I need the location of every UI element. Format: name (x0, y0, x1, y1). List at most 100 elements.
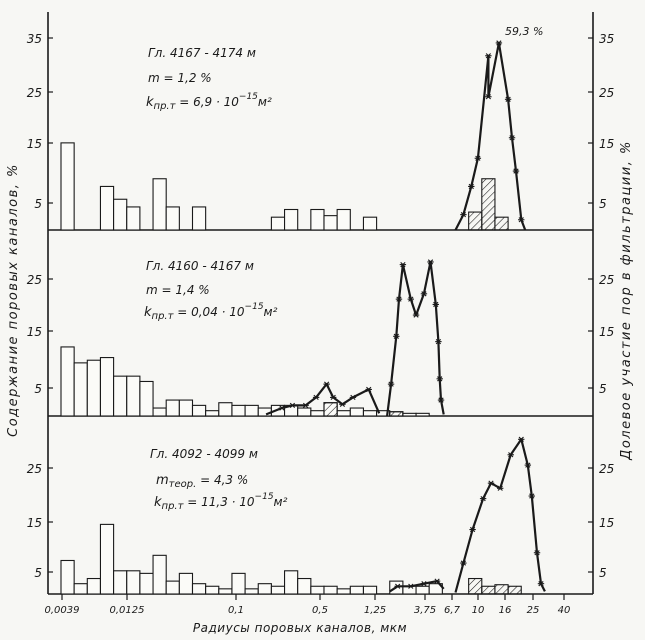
panel-1-curve-point (518, 217, 525, 223)
panel-1-bar (362, 216, 378, 231)
panel-3-hatched-bar (468, 577, 483, 595)
x-tick-label: 0,0039 (45, 605, 80, 616)
panel-3-porosity-sub: теор. (169, 479, 197, 490)
panel-1-right-tick-label: 25 (599, 86, 614, 100)
panel-3-bar (99, 523, 115, 595)
panel-2-perm-symbol: k (144, 305, 152, 320)
x-tick-label: 6,7 (444, 605, 461, 616)
panel-2-hatched-bar (389, 411, 404, 417)
panel-3-bar (244, 588, 259, 595)
panel-2-bar (415, 412, 430, 417)
panel-1-peak-label: 59,3 % (505, 25, 543, 38)
panel-1-permeability: kпр.т = 6,9 · 10−15м² (146, 92, 272, 112)
panel-2-bar (60, 346, 75, 417)
panel-3-depth: Гл. 4092 - 4099 м (150, 447, 258, 461)
panel-2-curve-point (407, 296, 414, 302)
panel-2-right-tick-label: 25 (599, 273, 614, 287)
panel-2-curve-point (399, 261, 407, 268)
panel-3-perm-unit: м² (274, 495, 288, 509)
panel-2-bar (165, 399, 180, 417)
panel-3-bar (310, 585, 325, 595)
panel-3-perm-value: = 11,3 · 10 (183, 495, 254, 509)
x-tick-label: 25 (527, 605, 540, 616)
panel-3-bar (231, 572, 246, 595)
panel-2-bar (336, 410, 351, 417)
panel-1-bar (165, 206, 180, 231)
panel-1-right-tick-label: 5 (599, 197, 607, 211)
panel-3-bar (73, 583, 88, 595)
panel-3-bar (349, 585, 364, 595)
panel-1-curve-point (504, 96, 512, 102)
panel-3-bar (415, 585, 430, 595)
panel-1-bar (152, 178, 167, 231)
panel-2-bar (99, 357, 115, 417)
panel-3-bar (113, 570, 128, 595)
panel-3-bar (165, 580, 180, 595)
panel-2-bar (191, 404, 207, 417)
panel-1-perm-value: = 6,9 · 10 (175, 95, 239, 109)
panel-3-bar (323, 585, 338, 595)
panel-3-bar (152, 554, 167, 595)
x-tick-label: 1,25 (364, 605, 386, 616)
panel-3-bar (205, 585, 220, 595)
panel-3-curve-point (497, 485, 504, 491)
panel-1-perm-unit: м² (258, 95, 272, 109)
panel-2-bar (126, 375, 141, 417)
panel-3-curve-point (420, 581, 428, 587)
panel-1-bar (60, 142, 75, 231)
panel-1-bar (270, 216, 286, 231)
right-y-axis-label: Долевое участие пор в фильтрации, % (619, 140, 634, 461)
panel-1-perm-sub: пр.т (154, 101, 177, 112)
panel-3-right-tick-label: 15 (599, 516, 614, 530)
panel-2-curve-point (330, 394, 337, 401)
panel-3-bar (191, 583, 207, 595)
panel-3-bar (178, 572, 194, 595)
panel-3-curve-point (507, 452, 514, 458)
panel-3-curve-point (528, 493, 535, 499)
panel-3-right-tick-label: 5 (599, 566, 607, 580)
panel-1-curve-point (485, 53, 492, 59)
panel-2-bar (86, 359, 102, 417)
left-y-axis-label: Содержание поровых каналов, % (6, 163, 21, 437)
x-tick-label: 0,1 (228, 605, 244, 616)
panel-3-curve-point (518, 436, 525, 442)
panel-3-bar (283, 570, 299, 595)
panel-2-curve-point (412, 312, 420, 318)
panel-3-hatched-bar (481, 585, 496, 595)
panel-1-bar (191, 206, 207, 231)
panel-2-bar (205, 410, 220, 417)
panel-2-bar (139, 380, 154, 417)
panel-3-perm-exp: −15 (255, 492, 274, 502)
panel-1-curve-point (474, 155, 482, 161)
panel-3-curve-point (460, 560, 467, 566)
panel-1-bar (113, 198, 128, 231)
panel-3-hatched-bar (494, 584, 509, 595)
panel-2-bar (113, 375, 128, 417)
panel-1-hatched-bar (468, 211, 483, 231)
panel-1-curve-point (460, 211, 467, 218)
panel-2-bar (402, 412, 417, 417)
panel-2-left-tick-label: 5 (34, 382, 42, 396)
panel-1-filtration-curve (454, 41, 527, 231)
panel-1-curve-point (512, 168, 520, 174)
panel-2-bar (362, 410, 378, 417)
panel-3-curve-point (479, 495, 487, 502)
panel-3-curve-point (407, 583, 414, 589)
x-tick-label: 40 (558, 605, 571, 616)
panel-1-bar (310, 208, 325, 231)
x-tick-label: 0,0125 (110, 605, 145, 616)
panel-2-bar (178, 399, 194, 417)
panel-3-left-tick-label: 25 (27, 462, 42, 476)
panel-3-curve-point (394, 583, 401, 589)
panel-2-bar (297, 407, 312, 417)
panel-2-curve-point (420, 291, 428, 297)
panel-2-curve-point (323, 381, 330, 387)
panel-2-curve-point (387, 381, 395, 387)
panel-3-bar (218, 588, 233, 595)
panel-1-bar (126, 206, 141, 231)
panel-3-filtration-curve (454, 438, 546, 593)
panel-2-bar (218, 402, 233, 417)
panel-1-hatched-bar (494, 216, 509, 231)
panel-3-curve-point (533, 550, 541, 556)
